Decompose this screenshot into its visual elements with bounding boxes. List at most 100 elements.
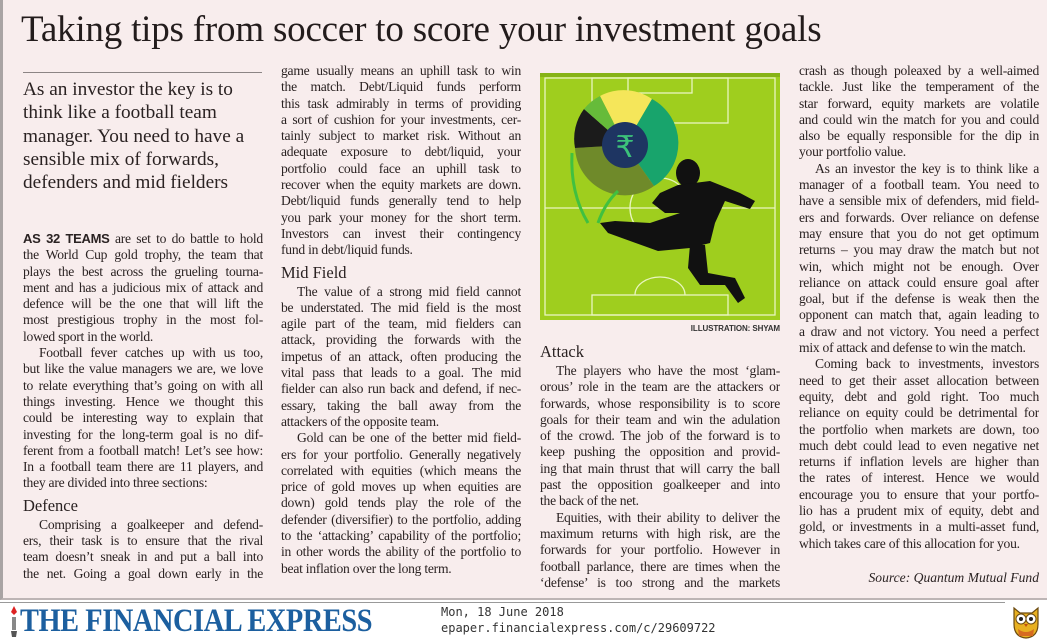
text-line: Gold can be one of the better mid field-: [297, 430, 521, 446]
text-line: the back of the net.: [540, 493, 639, 509]
text-line: tackle. Just like the temperament of the: [799, 79, 1039, 95]
text-line: things investing. Hence we thought this: [23, 393, 263, 409]
text-line: gold, or investments in a multi-asset fu…: [799, 519, 1039, 535]
footer-divider: [0, 602, 1005, 603]
text-line: defence will be the one that will lift t…: [23, 296, 263, 312]
text-line-rest: are set to do battle to hold: [115, 231, 263, 246]
text-line: goal, but if the defense is weak then th…: [799, 291, 1039, 307]
newspaper-logo[interactable]: THE FINANCIAL EXPRESS: [8, 603, 429, 639]
text-line: in other words the ability of the portfo…: [281, 544, 521, 560]
soccer-illustration: ₹: [540, 73, 780, 320]
text-line: essary, taking the ball away from the: [281, 397, 521, 413]
text-line: forwards for your portfolio. However in: [540, 542, 780, 558]
text-line: adequate exposure to debt/liquid, your: [281, 144, 521, 160]
player-silhouette-icon: [600, 159, 755, 303]
edition-date: Mon, 18 June 2018: [441, 605, 564, 619]
text-line: a draw and not victory. You need a perfe…: [799, 323, 1039, 339]
text-line: football parlance, there are times when …: [540, 558, 780, 574]
text-line: crash as though poleaxed by a well-aimed: [799, 63, 1039, 78]
text-line: attack, providing the forwards with the: [281, 332, 521, 348]
text-line: returns if inflation levels are higher t…: [799, 454, 1039, 470]
text-line: you park your money for the short term.: [281, 209, 521, 225]
edition-info: Mon, 18 June 2018 epaper.financialexpres…: [441, 604, 716, 636]
text-line: this task admirably in terms of providin…: [281, 95, 521, 111]
text-line: could be interesting way to explain that: [23, 410, 263, 426]
text-line: defender (diversifier) to the portfolio,…: [281, 511, 521, 527]
article-column-3: Attack The players who have the most ‘gla…: [540, 338, 780, 591]
text-line: correlated with equities (which means th…: [281, 462, 521, 478]
text-line: Coming back to investments, investors: [815, 356, 1039, 372]
paragraph: crash as though poleaxed by a well-aimed…: [799, 63, 1039, 161]
article: Taking tips from soccer to score your in…: [0, 0, 1047, 600]
logo-text: THE FINANCIAL EXPRESS: [20, 602, 373, 639]
text-line: star forward, equity markets are volatil…: [799, 95, 1039, 111]
text-line: reliance on equity could be detrimental …: [799, 405, 1039, 421]
paragraph: The players who have the most ‘glam-orou…: [540, 363, 780, 510]
text-line: the match. Debt/Liquid funds perform: [281, 79, 521, 95]
text-line: recover when the equity markets are down…: [281, 177, 521, 193]
text-line: forwards, whose responsibility is to sco…: [540, 395, 780, 411]
text-line: The players who have the most ‘glam-: [556, 363, 780, 378]
text-line: vital pass that leads to a goal. The mid: [281, 365, 521, 381]
source-credit: Source: Quantum Mutual Fund: [868, 570, 1039, 585]
text-line: Comprising a goalkeeper and defend-: [39, 516, 263, 532]
text-line: of the crowd. The job of the forward is …: [540, 428, 780, 444]
logo-mark-icon: [11, 606, 17, 637]
article-column-2: game usually means an uphill task to win…: [281, 63, 521, 577]
text-line: mix of attack and defense to win the mat…: [799, 340, 1026, 356]
pie-chart-icon: ₹: [570, 90, 679, 224]
text-line: lio has a prudent mix of equity, debt an…: [799, 503, 1039, 519]
paragraph: AS 32 TEAMS are set to do battle to hold…: [23, 231, 263, 345]
text-line: ers and forwards. Over reliance on defen…: [799, 209, 1039, 225]
text-line: game usually means an uphill task to win: [281, 63, 521, 78]
text-line: fund in debt/liquid funds.: [281, 242, 413, 258]
section-heading: Attack: [540, 342, 584, 361]
text-line: ers, their task is to ensure that the ri…: [23, 533, 263, 549]
text-line: beat inflation over the long term.: [281, 560, 452, 576]
paragraph: As an investor the key is to think like …: [799, 161, 1039, 357]
text-line: the rates of interest. Hence we would: [799, 470, 1039, 486]
title-divider: [23, 72, 262, 73]
text-line: and could win the match for you and coul…: [799, 111, 1039, 127]
text-line: Investors can invest their contingency: [281, 225, 521, 241]
paragraph: Equities, with their ability to deliver …: [540, 510, 780, 591]
text-line: equity, debt and gold right. Too much: [799, 388, 1039, 404]
paragraph: game usually means an uphill task to win…: [281, 63, 521, 259]
paragraph: Comprising a goalkeeper and defend-ers, …: [23, 517, 263, 582]
text-line: agile part of the team, mid fielders can: [281, 316, 521, 332]
text-line: impetus of an attack, often producing th…: [281, 348, 521, 364]
text-line: In a football team there are 11 players,…: [23, 459, 263, 475]
text-line: down) gold tends play the role of the: [281, 495, 521, 511]
paragraph: Football fever catches up with us too, bu…: [23, 345, 263, 492]
text-line: Football fever catches up with us too,: [39, 345, 263, 361]
text-line: the World Cup gold trophy, the team that: [23, 247, 263, 263]
text-line: but like the value managers we are, we l…: [23, 361, 263, 377]
section-heading: Mid Field: [281, 262, 347, 282]
text-line: need to get their asset allocation betwe…: [799, 372, 1039, 388]
text-line: team doesn’t sneak in and put a ball int…: [23, 549, 263, 565]
text-line: attackers of the opposite team.: [281, 413, 439, 429]
text-line: investing for the long-term goal is no d…: [23, 426, 263, 442]
illustration-credit: ILLUSTRATION: SHYAM: [690, 324, 780, 333]
text-line: a sort of cushion for your investments, …: [281, 111, 521, 127]
text-line: encourage you to ensure that your portfo…: [799, 486, 1039, 502]
text-line: opponent can match that, again leading t…: [799, 307, 1039, 323]
article-column-4: crash as though poleaxed by a well-aimed…: [799, 63, 1039, 552]
text-line: ‘defense’ is too strong and the markets: [540, 574, 780, 590]
owl-icon[interactable]: [1010, 604, 1042, 640]
text-line: The value of a strong mid field cannot: [297, 283, 521, 299]
epaper-url[interactable]: epaper.financialexpress.com/c/29609722: [441, 621, 716, 635]
rupee-icon: ₹: [615, 130, 634, 165]
text-line: manager of a football team. You need to: [799, 177, 1039, 193]
text-line: ing that main thrust that will carry the…: [540, 460, 780, 476]
text-line: ers for your portfolio. Generally negati…: [281, 446, 521, 462]
text-line: much debt could lead to even negative ne…: [799, 437, 1039, 453]
text-line: to the ‘attacking’ capability of the por…: [281, 528, 521, 544]
text-line: price of gold moves up when equities are: [281, 479, 521, 495]
text-line: past the opposition goalkeeper and into: [540, 477, 780, 493]
text-line: returns – you may draw the match but not: [799, 242, 1039, 258]
text-line: ferent from a football match! Let’s see …: [23, 442, 263, 458]
text-line: As an investor the key is to think like …: [815, 160, 1039, 176]
text-line: to relate everything that’s going on wit…: [23, 377, 263, 393]
text-line: the net. Going a goal down early in the: [23, 565, 263, 581]
